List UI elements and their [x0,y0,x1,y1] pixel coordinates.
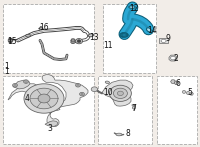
Circle shape [81,93,83,95]
Circle shape [24,80,28,83]
Polygon shape [8,75,88,126]
Polygon shape [182,90,186,93]
Circle shape [24,84,64,113]
Polygon shape [45,121,58,126]
Text: 6: 6 [176,78,180,88]
Circle shape [113,88,127,98]
Polygon shape [159,38,168,43]
Text: 13: 13 [89,33,99,42]
Text: 4: 4 [25,94,30,103]
Text: 11: 11 [103,41,113,50]
Ellipse shape [26,34,30,37]
Ellipse shape [120,33,128,37]
Ellipse shape [8,38,13,43]
Circle shape [10,39,11,40]
Polygon shape [190,92,193,95]
Text: 8: 8 [126,129,130,138]
Circle shape [25,81,27,82]
Text: 9: 9 [166,34,170,44]
Text: 10: 10 [103,88,112,97]
Polygon shape [102,80,133,106]
Ellipse shape [116,133,122,136]
FancyBboxPatch shape [3,76,94,144]
Polygon shape [169,55,177,61]
Polygon shape [174,81,179,85]
Text: 3: 3 [47,124,52,133]
Text: 15: 15 [7,37,17,46]
FancyBboxPatch shape [3,4,94,73]
Text: 7: 7 [131,103,136,113]
Circle shape [121,36,123,37]
Ellipse shape [161,39,166,42]
FancyBboxPatch shape [103,4,156,73]
Text: 12: 12 [130,4,139,13]
Circle shape [77,40,81,43]
Circle shape [91,87,98,92]
Polygon shape [186,91,190,94]
Text: 1: 1 [4,67,9,76]
Circle shape [122,33,123,34]
Circle shape [77,84,79,86]
Polygon shape [171,80,175,83]
Circle shape [30,88,58,109]
Polygon shape [71,39,75,42]
Circle shape [75,39,83,44]
Ellipse shape [105,81,110,83]
Ellipse shape [71,41,75,44]
Circle shape [127,34,128,36]
Ellipse shape [131,5,133,6]
FancyBboxPatch shape [98,76,152,144]
Circle shape [80,92,84,96]
Circle shape [109,85,131,101]
FancyBboxPatch shape [157,76,197,144]
Circle shape [171,56,175,60]
Circle shape [76,83,80,87]
Text: 14: 14 [147,26,157,35]
Text: 16: 16 [39,23,49,32]
Text: 2: 2 [174,54,178,63]
Ellipse shape [88,34,94,37]
Circle shape [117,91,123,96]
Circle shape [38,94,50,103]
Circle shape [14,84,16,86]
Ellipse shape [147,28,151,32]
Ellipse shape [129,6,135,8]
Text: 5: 5 [187,88,192,97]
Ellipse shape [122,34,127,36]
Text: 1: 1 [4,62,9,71]
Polygon shape [39,26,43,30]
Circle shape [10,41,11,42]
Circle shape [13,83,17,87]
Ellipse shape [132,106,136,109]
Polygon shape [13,80,30,89]
